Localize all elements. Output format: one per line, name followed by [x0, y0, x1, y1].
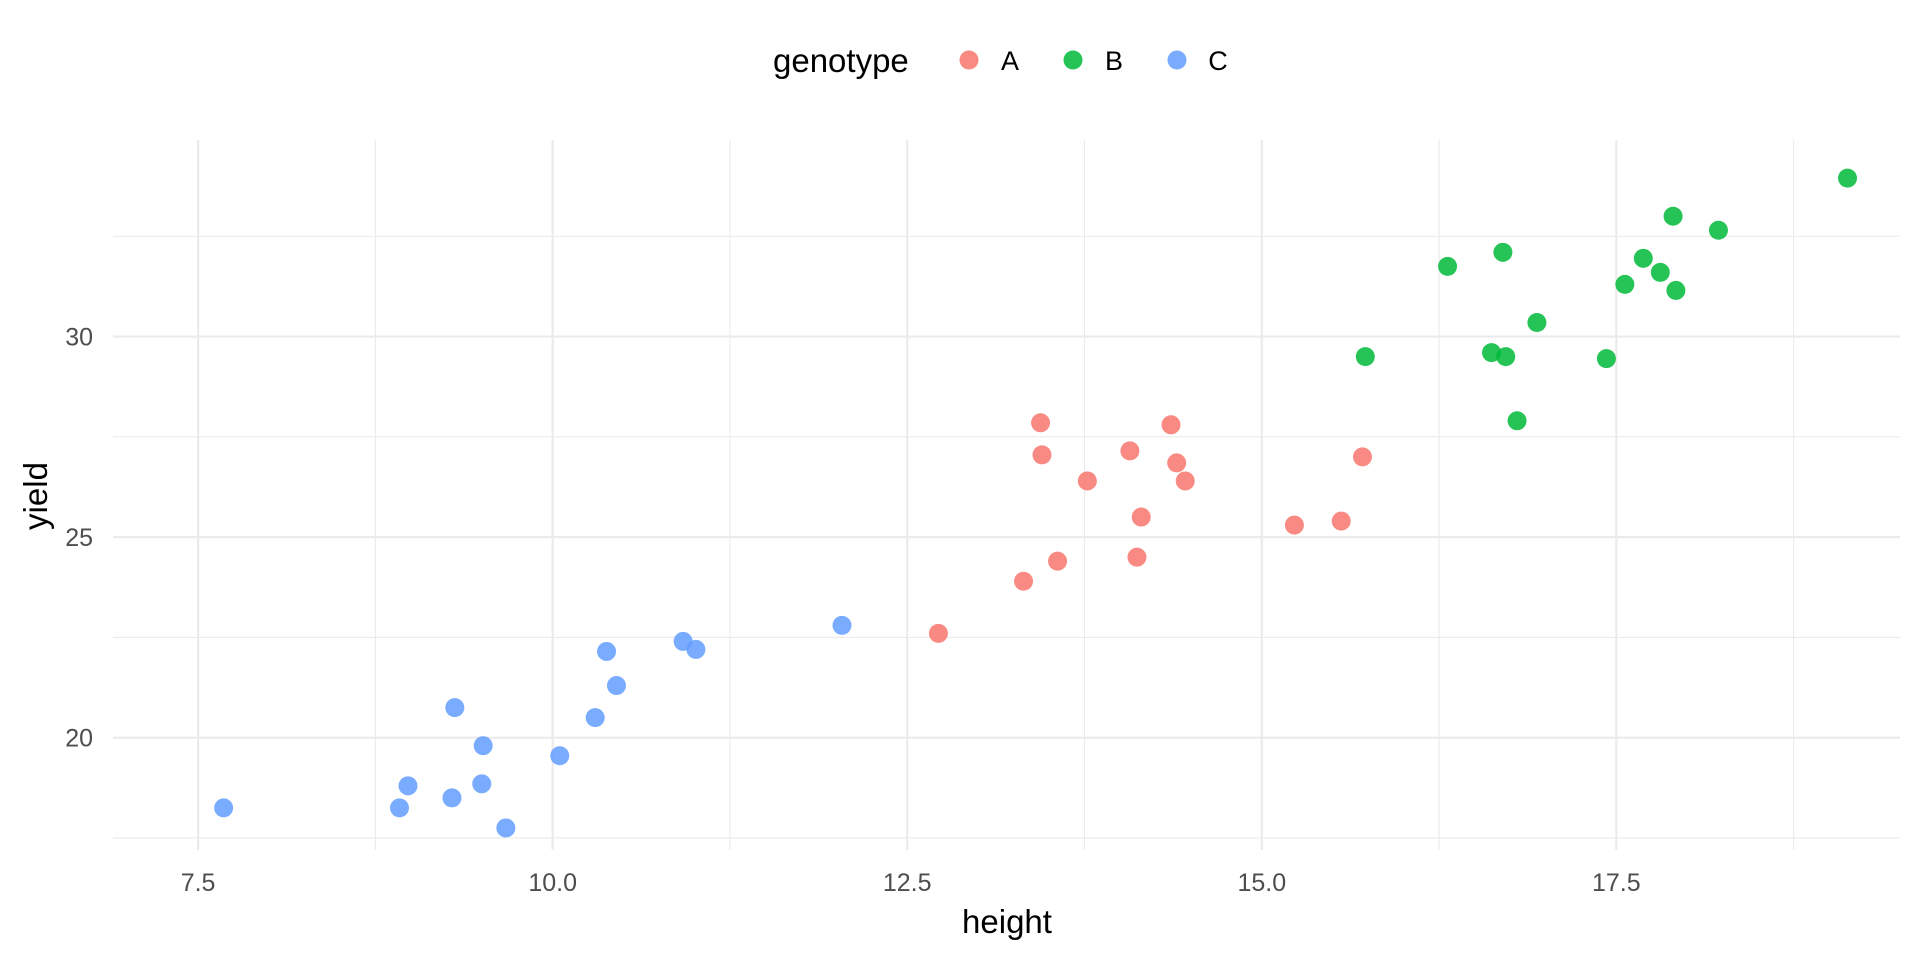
point-genotype-a	[1175, 471, 1195, 491]
point-genotype-a	[1352, 447, 1372, 467]
x-tick-label: 7.5	[181, 869, 216, 897]
x-tick-label: 12.5	[883, 869, 932, 897]
point-genotype-c	[585, 708, 605, 728]
legend-label: B	[1105, 46, 1123, 76]
legend-key-a	[959, 50, 979, 70]
point-genotype-b	[1838, 168, 1858, 188]
point-genotype-b	[1507, 411, 1527, 431]
point-genotype-c	[832, 615, 852, 635]
legend-item-a: A	[959, 46, 1019, 76]
point-genotype-b	[1596, 349, 1616, 369]
legend-key-c	[1167, 50, 1187, 70]
point-genotype-a	[1048, 551, 1068, 571]
data-points	[214, 168, 1858, 838]
point-genotype-b	[1615, 274, 1635, 294]
point-genotype-a	[1014, 571, 1034, 591]
x-axis-title: height	[962, 903, 1052, 940]
point-genotype-c	[473, 736, 493, 756]
point-genotype-b	[1663, 206, 1683, 226]
x-tick-label: 10.0	[528, 869, 577, 897]
point-genotype-a	[928, 623, 948, 643]
legend-label: A	[1001, 46, 1019, 76]
point-genotype-b	[1527, 313, 1547, 333]
x-tick-label: 15.0	[1237, 869, 1286, 897]
point-genotype-c	[442, 788, 462, 808]
point-genotype-a	[1032, 445, 1052, 465]
legend-item-c: C	[1167, 46, 1228, 76]
legend-label: C	[1208, 46, 1228, 76]
point-genotype-b	[1438, 256, 1458, 276]
point-genotype-b	[1355, 347, 1375, 367]
point-genotype-c	[496, 818, 516, 838]
y-axis-tick-labels: 20 25 30	[65, 324, 93, 753]
point-genotype-c	[445, 698, 465, 718]
point-genotype-a	[1031, 413, 1051, 433]
point-genotype-c	[597, 641, 617, 661]
point-genotype-b	[1493, 242, 1513, 262]
y-tick-label: 30	[65, 324, 93, 352]
point-genotype-c	[472, 774, 492, 794]
point-genotype-b	[1633, 248, 1653, 268]
point-genotype-a	[1284, 515, 1304, 535]
point-genotype-c	[389, 798, 409, 818]
x-axis-tick-labels: 7.5 10.0 12.5 15.0 17.5	[181, 869, 1641, 897]
point-genotype-c	[214, 798, 234, 818]
point-genotype-a	[1161, 415, 1181, 435]
point-genotype-a	[1127, 547, 1147, 567]
point-genotype-a	[1331, 511, 1351, 531]
point-genotype-c	[606, 676, 626, 696]
point-genotype-a	[1131, 507, 1151, 527]
x-tick-label: 17.5	[1592, 869, 1641, 897]
point-genotype-c	[398, 776, 418, 796]
legend-item-b: B	[1063, 46, 1123, 76]
point-genotype-a	[1167, 453, 1187, 473]
legend-key-b	[1063, 50, 1083, 70]
point-genotype-b	[1708, 220, 1728, 240]
legend: genotype A B C	[773, 42, 1228, 79]
legend-items: A B C	[959, 46, 1228, 76]
point-genotype-c	[686, 639, 706, 659]
point-genotype-b	[1666, 280, 1686, 300]
legend-title: genotype	[773, 42, 909, 79]
y-tick-label: 25	[65, 524, 93, 552]
point-genotype-a	[1077, 471, 1097, 491]
point-genotype-a	[1120, 441, 1140, 461]
point-genotype-b	[1496, 347, 1516, 367]
point-genotype-c	[550, 746, 570, 766]
y-axis-title: yield	[17, 462, 54, 530]
point-genotype-b	[1650, 262, 1670, 282]
grid-lines	[113, 140, 1900, 850]
y-tick-label: 20	[65, 725, 93, 753]
